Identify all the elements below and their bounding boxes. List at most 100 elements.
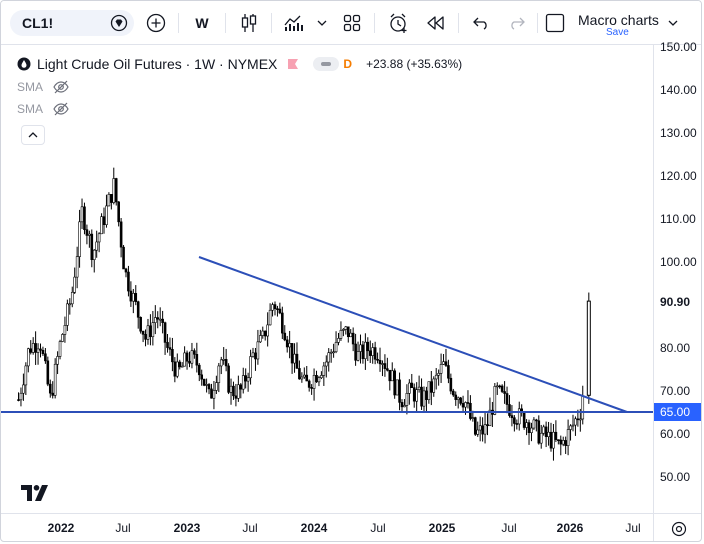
compare-button[interactable] xyxy=(143,1,169,45)
candle-body xyxy=(156,317,160,320)
candle-body xyxy=(547,431,550,438)
price-change: +23.88 (+35.63%) xyxy=(366,57,463,71)
layout-dropdown[interactable] xyxy=(665,1,681,45)
market-status-pill[interactable] xyxy=(313,57,340,71)
time-axis[interactable]: 2022 Jul 2023 Jul 2024 Jul 2025 Jul 2026… xyxy=(1,513,653,541)
layout-name[interactable]: Macro charts xyxy=(578,12,659,28)
candle-body xyxy=(447,365,450,379)
candle-body xyxy=(376,358,379,361)
candle-body xyxy=(139,317,142,332)
candle-body xyxy=(259,335,262,343)
candle-body xyxy=(46,360,50,385)
candle-body xyxy=(24,365,28,386)
price-tick: 80.00 xyxy=(660,341,691,355)
price-tick: 120.00 xyxy=(660,169,697,183)
candle-body xyxy=(180,365,184,368)
candle-body xyxy=(383,363,387,369)
legend-collapse-button[interactable] xyxy=(21,125,45,145)
candle-series xyxy=(17,167,591,461)
dash-icon xyxy=(321,62,332,66)
price-tick: 110.00 xyxy=(660,212,696,226)
candle-body xyxy=(168,347,172,350)
layouts-button[interactable] xyxy=(339,1,365,45)
indicator-row-sma-1[interactable]: SMA xyxy=(17,79,69,95)
indicators-dropdown[interactable] xyxy=(313,1,331,45)
candle-body xyxy=(537,420,541,444)
rewind-icon xyxy=(427,16,444,30)
candle-body xyxy=(476,429,480,435)
candle-body xyxy=(254,352,257,360)
interval-label: W xyxy=(195,15,209,31)
redo-button[interactable] xyxy=(504,1,530,45)
alert-button[interactable] xyxy=(385,1,413,45)
flag-icon[interactable] xyxy=(287,58,299,70)
time-tick: 2022 xyxy=(47,521,75,535)
gear-icon xyxy=(671,521,686,536)
chart-settings-button[interactable] xyxy=(653,513,701,541)
candle-body xyxy=(364,341,367,360)
price-chart[interactable] xyxy=(1,45,653,513)
symbol-search[interactable]: CL1! xyxy=(10,10,134,36)
delayed-badge[interactable]: D xyxy=(343,57,353,71)
candle-body xyxy=(320,375,323,379)
candle-body xyxy=(268,309,272,326)
candle-body xyxy=(459,397,462,404)
candle-body xyxy=(237,384,240,399)
candle-body xyxy=(219,359,223,367)
candle-body xyxy=(281,312,284,334)
candle-body xyxy=(571,424,575,427)
square-icon xyxy=(545,13,565,33)
time-tick: 2023 xyxy=(173,521,201,535)
chart-type-button[interactable] xyxy=(235,1,263,45)
candle-body xyxy=(298,368,301,380)
candle-body xyxy=(498,385,502,388)
candle-body xyxy=(569,425,572,430)
candle-body xyxy=(488,409,492,427)
indicator-row-sma-2[interactable]: SMA xyxy=(17,101,69,117)
candle-body xyxy=(303,374,306,378)
eye-hidden-icon[interactable] xyxy=(53,102,69,116)
candle-body xyxy=(544,426,548,438)
candle-body xyxy=(58,341,62,357)
interval-button[interactable]: W xyxy=(189,1,215,45)
candle-body xyxy=(200,374,204,380)
candle-body xyxy=(346,326,350,338)
candle-body xyxy=(427,381,431,400)
time-tick: 2026 xyxy=(556,521,584,535)
candle-body xyxy=(88,233,91,236)
toolbar-separator xyxy=(537,13,538,33)
candle-body xyxy=(188,360,191,364)
candle-body xyxy=(229,385,233,393)
candle-body xyxy=(530,427,533,433)
oil-drop-icon xyxy=(17,57,31,71)
candle-body xyxy=(532,419,536,429)
save-link[interactable]: Save xyxy=(606,27,629,38)
candle-body xyxy=(564,440,567,446)
candle-body xyxy=(26,348,30,367)
undo-button[interactable] xyxy=(468,1,494,45)
tradingview-logo[interactable] xyxy=(21,485,51,501)
replay-button[interactable] xyxy=(421,1,449,45)
indicators-button[interactable] xyxy=(280,1,308,45)
eye-hidden-icon[interactable] xyxy=(53,80,69,94)
time-tick: Jul xyxy=(242,521,258,535)
candle-body xyxy=(129,290,133,302)
diamond-icon[interactable] xyxy=(110,14,128,37)
candle-body xyxy=(276,308,279,310)
candle-body xyxy=(183,352,186,367)
candle-body xyxy=(127,271,130,292)
candle-body xyxy=(166,342,169,348)
candle-body xyxy=(515,423,519,425)
layout-checkbox[interactable] xyxy=(544,1,566,45)
candle-body xyxy=(432,378,436,393)
legend-title[interactable]: Light Crude Oil Futures · 1W · NYMEX xyxy=(37,56,278,72)
chevron-down-icon xyxy=(668,20,678,26)
price-axis[interactable]: 150.00 140.00 130.00 120.00 110.00 100.0… xyxy=(653,40,701,513)
alarm-clock-icon xyxy=(390,13,407,33)
horizontal-line-price-badge: 65.00 xyxy=(654,403,701,421)
toolbar-separator xyxy=(225,13,226,33)
candle-body xyxy=(310,387,313,389)
candle-body xyxy=(295,353,299,369)
time-tick: Jul xyxy=(370,521,386,535)
trendline[interactable] xyxy=(198,256,628,413)
